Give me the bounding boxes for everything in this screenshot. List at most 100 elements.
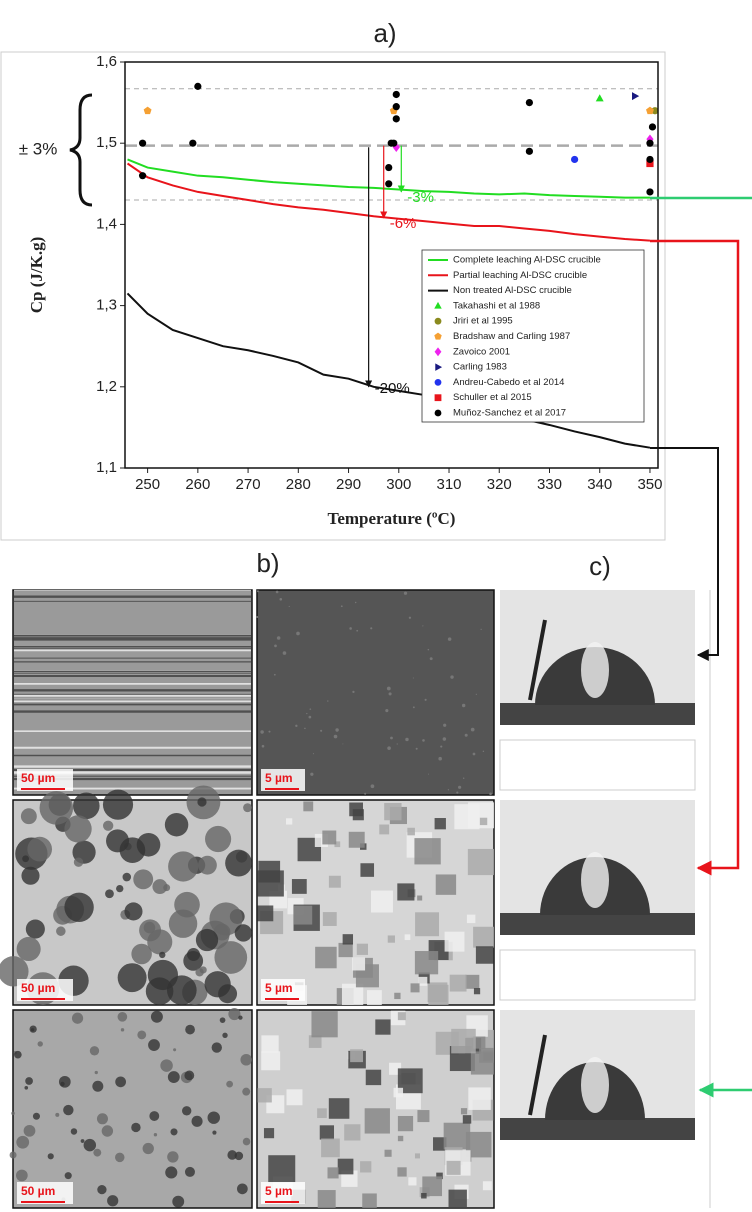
texture xyxy=(371,891,393,913)
marker xyxy=(435,410,442,417)
annotation: -3% xyxy=(407,189,434,206)
texture xyxy=(338,1159,354,1175)
texture xyxy=(197,797,206,806)
texture xyxy=(103,821,113,831)
scale-bar-label: 5 µm xyxy=(265,771,293,785)
texture xyxy=(182,1106,191,1115)
texture xyxy=(436,874,456,894)
texture xyxy=(315,947,337,969)
texture xyxy=(24,1086,28,1090)
texture xyxy=(341,605,343,607)
texture xyxy=(306,713,307,714)
x-tick-label: 270 xyxy=(236,476,261,493)
texture xyxy=(425,699,427,701)
texture xyxy=(443,724,446,727)
texture xyxy=(10,1152,17,1159)
x-tick-label: 330 xyxy=(537,476,562,493)
plot: 1,11,21,31,41,51,62502602702802903003103… xyxy=(27,53,663,528)
texture xyxy=(90,1046,99,1055)
texture xyxy=(360,863,374,877)
texture xyxy=(317,1108,327,1118)
texture xyxy=(257,1088,271,1102)
texture xyxy=(438,757,442,761)
texture xyxy=(115,1076,126,1087)
marker xyxy=(139,172,146,179)
highlight xyxy=(581,642,609,698)
texture xyxy=(27,837,52,862)
legend-label: Partial leaching Al-DSC crucible xyxy=(453,270,587,281)
texture xyxy=(398,1116,413,1131)
texture xyxy=(92,1081,103,1092)
sem-image xyxy=(13,590,252,795)
texture xyxy=(287,1089,303,1105)
texture xyxy=(450,675,453,678)
substrate xyxy=(500,703,695,725)
sem-image xyxy=(257,590,494,795)
texture xyxy=(261,1051,280,1070)
texture xyxy=(489,792,492,795)
texture xyxy=(268,731,270,733)
texture xyxy=(349,832,365,848)
texture xyxy=(448,789,449,790)
texture xyxy=(33,1113,40,1120)
texture xyxy=(390,737,393,740)
texture xyxy=(103,790,133,820)
texture xyxy=(168,1071,180,1083)
texture xyxy=(170,1128,177,1135)
texture xyxy=(226,1081,233,1088)
texture xyxy=(169,909,197,937)
texture xyxy=(154,1133,157,1136)
texture xyxy=(74,857,83,866)
connector xyxy=(650,241,738,868)
texture xyxy=(355,602,356,603)
texture xyxy=(116,885,123,892)
texture xyxy=(356,630,358,632)
texture xyxy=(173,1048,176,1051)
texture xyxy=(465,975,479,989)
scale-bar-label: 50 µm xyxy=(21,981,55,995)
texture xyxy=(268,1155,295,1182)
texture xyxy=(242,1088,250,1096)
texture xyxy=(320,730,322,732)
texture xyxy=(144,922,156,934)
legend-label: Andreu-Cabedo et al 2014 xyxy=(453,377,564,388)
texture xyxy=(397,1167,406,1176)
texture xyxy=(428,985,448,1005)
texture xyxy=(296,632,300,636)
texture xyxy=(394,993,400,999)
texture xyxy=(404,592,407,595)
texture xyxy=(303,801,313,811)
texture xyxy=(323,912,337,926)
texture xyxy=(257,590,259,592)
texture xyxy=(387,746,391,750)
texture xyxy=(243,803,252,812)
texture xyxy=(422,739,425,742)
texture xyxy=(38,1041,43,1046)
texture xyxy=(318,1190,336,1208)
texture xyxy=(256,616,258,618)
texture xyxy=(415,1153,420,1158)
texture xyxy=(261,1035,278,1052)
texture xyxy=(365,1108,390,1133)
texture xyxy=(152,879,167,894)
texture xyxy=(72,1013,83,1024)
texture xyxy=(398,1136,403,1141)
legend-label: Complete leaching Al-DSC crucible xyxy=(453,255,601,266)
texture xyxy=(421,1193,427,1199)
texture xyxy=(118,1012,128,1022)
texture xyxy=(458,786,461,789)
texture xyxy=(479,1048,494,1063)
texture xyxy=(313,753,314,754)
texture xyxy=(160,1059,172,1071)
scale-bar-label: 5 µm xyxy=(265,981,293,995)
texture xyxy=(195,968,203,976)
texture xyxy=(17,937,41,961)
texture xyxy=(196,929,218,951)
texture xyxy=(320,1125,334,1139)
texture xyxy=(81,1139,85,1143)
texture xyxy=(133,869,153,889)
texture xyxy=(93,1149,101,1157)
texture xyxy=(212,1131,216,1135)
x-axis-label: Temperature (ºC) xyxy=(328,509,456,528)
texture xyxy=(214,941,247,974)
